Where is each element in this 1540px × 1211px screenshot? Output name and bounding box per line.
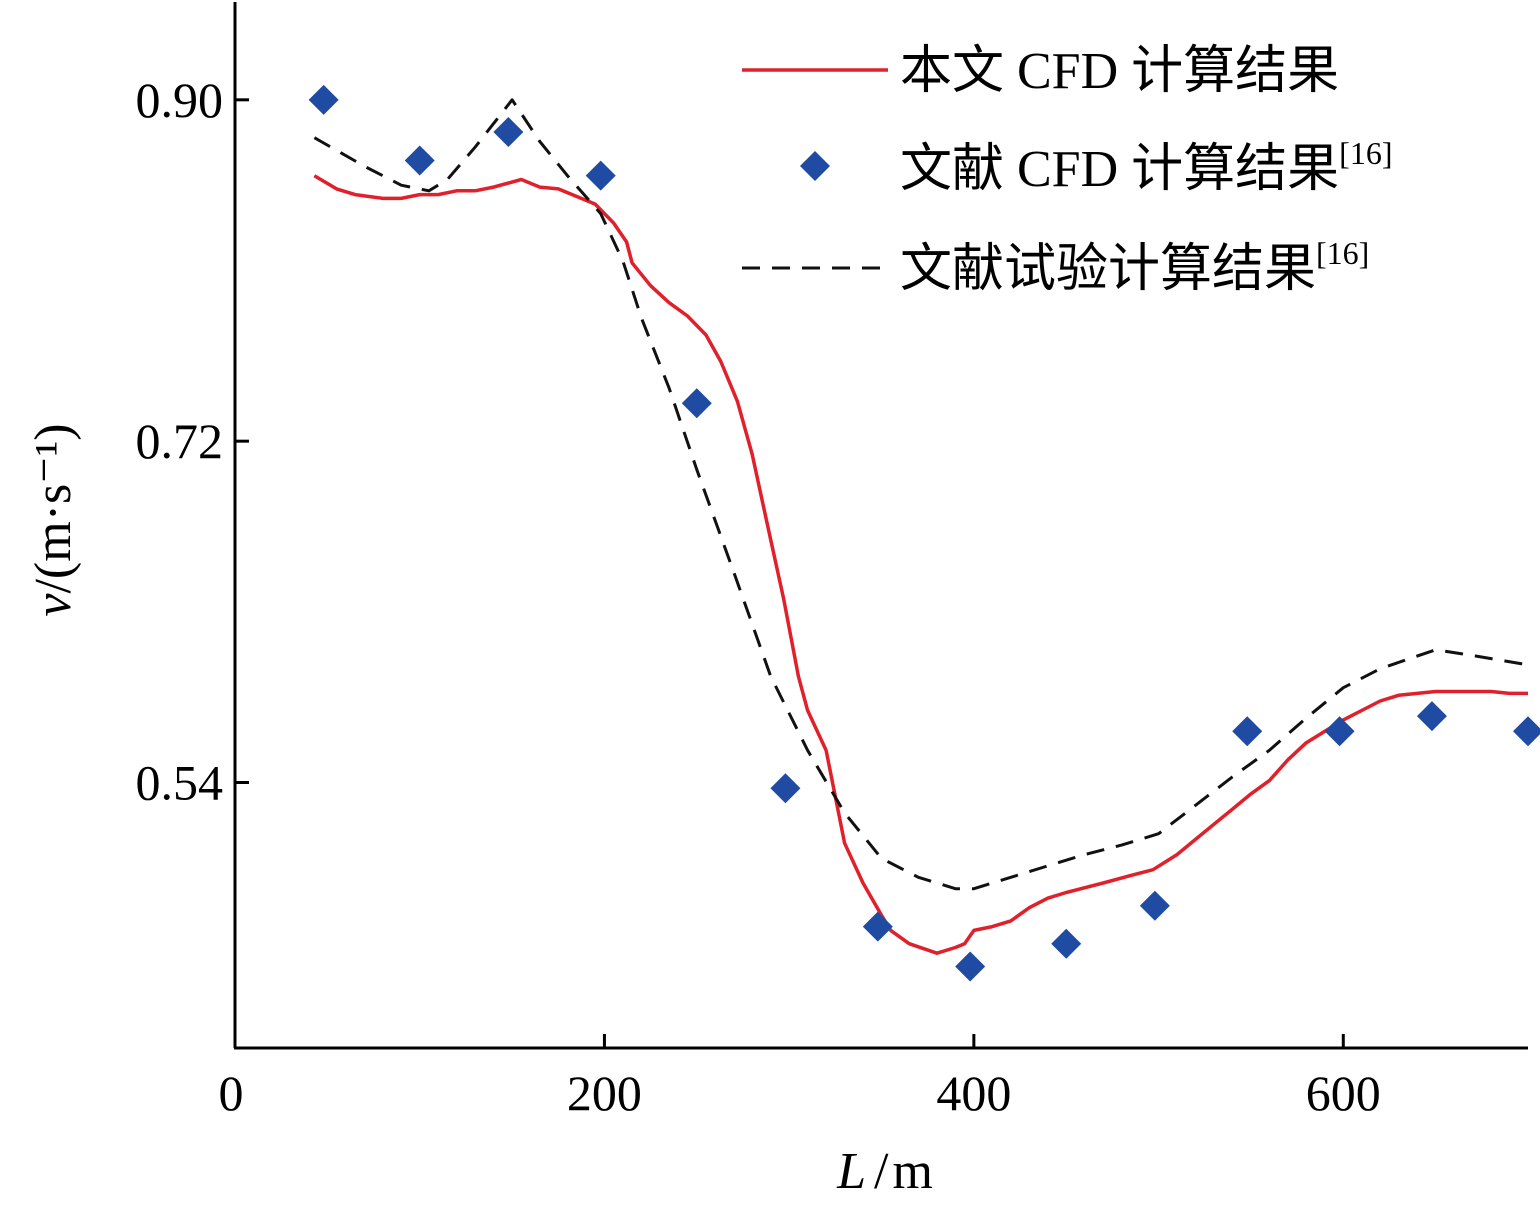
legend-label-citation: [16] bbox=[1316, 235, 1369, 271]
legend-label-text: 文献 CFD 计算结果 bbox=[900, 141, 1339, 198]
legend-label-text: 文献试验计算结果 bbox=[900, 241, 1316, 298]
legend-label-citation: [16] bbox=[1339, 135, 1392, 171]
y-tick-label: 0.90 bbox=[136, 72, 224, 128]
x-axis-label-var: L bbox=[836, 1143, 866, 1200]
legend-label: 本文 CFD 计算结果 bbox=[900, 43, 1339, 100]
data-point-diamond bbox=[308, 84, 339, 115]
plot-lines bbox=[313, 98, 1529, 955]
ticks: 0 200 400 600 0.54 0.72 0.90 bbox=[136, 72, 1381, 1121]
x-tick-label: 200 bbox=[567, 1065, 642, 1121]
data-point-diamond bbox=[404, 145, 435, 176]
x-axis-label: L/m bbox=[836, 1143, 933, 1200]
data-point-diamond bbox=[681, 388, 712, 419]
x-axis-label-slash: / bbox=[874, 1143, 889, 1200]
data-point-diamond bbox=[770, 773, 801, 804]
data-point-diamond bbox=[1232, 716, 1263, 747]
legend-label: 文献 CFD 计算结果[16] bbox=[900, 135, 1392, 198]
data-point-diamond bbox=[1324, 716, 1355, 747]
series-line-solid bbox=[313, 174, 1528, 955]
y-axis-label-unit: /(m·s⁻¹) bbox=[25, 423, 82, 593]
legend-label: 文献试验计算结果[16] bbox=[900, 235, 1369, 298]
axes bbox=[233, 2, 1528, 1050]
data-point-diamond bbox=[493, 117, 524, 148]
legend-marker-diamond bbox=[800, 151, 830, 181]
y-tick-label: 0.72 bbox=[136, 413, 224, 469]
data-point-diamond bbox=[955, 951, 986, 982]
data-point-diamond bbox=[585, 160, 616, 191]
x-tick-label: 600 bbox=[1306, 1065, 1381, 1121]
data-point-diamond bbox=[1139, 890, 1170, 921]
legend-label-text: 本文 CFD 计算结果 bbox=[900, 43, 1339, 100]
y-axis-label-var: v bbox=[25, 593, 82, 617]
data-point-diamond bbox=[1416, 701, 1447, 732]
x-tick-label: 0 bbox=[219, 1065, 244, 1121]
data-point-diamond bbox=[862, 911, 893, 942]
series-line-dashed bbox=[313, 98, 1529, 891]
x-axis-label-unit: m bbox=[892, 1143, 932, 1200]
plot-markers bbox=[308, 84, 1540, 982]
axis-labels: L/m v/(m·s⁻¹) bbox=[25, 423, 933, 1200]
y-tick-label: 0.54 bbox=[136, 755, 224, 811]
data-point-diamond bbox=[1051, 928, 1082, 959]
x-tick-label: 400 bbox=[936, 1065, 1011, 1121]
data-point-diamond bbox=[1513, 716, 1540, 747]
y-axis-label: v/(m·s⁻¹) bbox=[25, 423, 82, 616]
